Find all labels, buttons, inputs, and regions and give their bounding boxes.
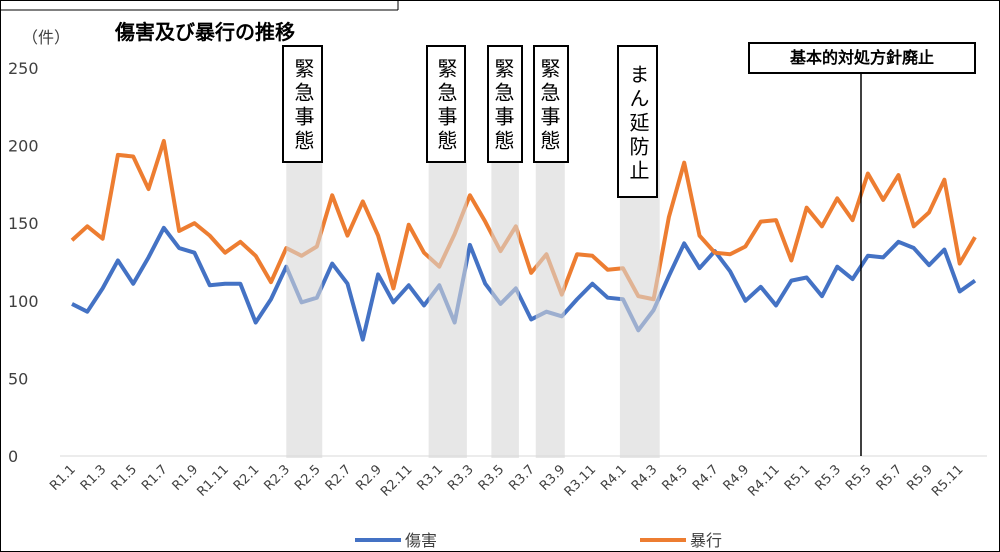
shaded-period [535,160,565,458]
period-label: 緊急事態 [487,45,523,163]
shaded-period [428,160,467,458]
x-tick-label: R5.11 [929,462,966,499]
y-tick-label: 100 [8,292,39,311]
x-tick-label: R5.3 [812,462,844,494]
y-tick-label: 250 [8,59,39,78]
x-tick-label: R4.5 [659,462,691,494]
x-tick-label: R1.3 [78,462,110,494]
x-tick-label: R3.3 [445,462,477,494]
x-tick-label: R2.5 [292,462,324,494]
y-tick-label: 150 [8,214,39,233]
x-tick-label: R2.11 [378,462,415,499]
y-tick-label: 50 [8,369,28,388]
x-tick-label: R1.1 [47,462,79,494]
x-tick-label: R2.7 [323,462,355,494]
legend-label: 傷害 [405,531,437,550]
series-line [70,138,977,302]
period-label: 緊急事態 [426,45,466,163]
y-tick-label: 200 [8,137,39,156]
x-tick-label: R4.7 [690,462,722,494]
series-line [71,225,977,342]
y-tick-label: 0 [8,447,18,466]
period-label: まん延防止 [617,45,658,198]
x-tick-label: R5.1 [782,462,814,494]
x-tick-label: R4.3 [629,462,661,494]
chart-title: 傷害及び暴行の推移 [114,20,295,44]
shaded-period [619,160,660,458]
x-tick-label: R3.7 [506,462,538,494]
x-tick-label: R5.7 [874,462,906,494]
period-label: 緊急事態 [533,45,569,163]
x-tick-label: R3.11 [562,462,599,499]
x-tick-label: R4.1 [598,462,630,494]
marker-label: 基本的対処方針廃止 [748,42,976,74]
shaded-period [286,160,323,458]
x-tick-label: R3.1 [415,462,447,494]
x-tick-label: R1.7 [139,462,171,494]
legend-label: 暴行 [690,531,722,550]
shaded-period [491,160,519,458]
y-axis-label: （件） [22,28,70,47]
x-tick-label: R2.1 [231,462,263,494]
x-tick-label: R1.11 [194,462,231,499]
x-tick-label: R1.5 [108,462,140,494]
x-tick-label: R3.5 [476,462,508,494]
x-tick-label: R2.3 [261,462,293,494]
x-tick-label: R4.11 [745,462,782,499]
x-tick-label: R5.5 [843,462,875,494]
period-label: 緊急事態 [282,45,323,163]
